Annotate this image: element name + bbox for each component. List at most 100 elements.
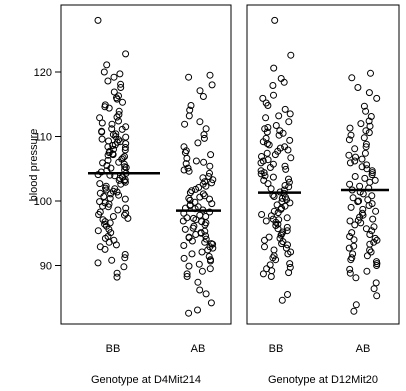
data-point [278,198,286,206]
panel-2: BB AB Genotype at D12Mit20 [246,4,400,386]
data-point [180,242,188,249]
data-point [188,250,196,258]
data-point [185,309,193,317]
data-point [352,153,359,161]
data-point [372,207,380,215]
data-point [121,211,128,219]
data-point [181,120,189,128]
data-point [98,127,106,135]
data-point [207,151,215,159]
data-point [283,227,291,235]
data-point [113,94,120,102]
data-point [105,104,113,112]
data-point [202,125,210,133]
data-point [113,113,121,121]
data-point [261,236,268,244]
data-point [106,194,114,202]
data-point [190,222,198,230]
data-point [194,306,201,314]
data-point [370,223,378,231]
data-point [108,256,116,264]
data-point [259,138,267,146]
data-point [274,220,282,228]
data-point [270,91,277,99]
data-point [109,150,117,158]
data-point [181,225,189,233]
data-point [196,87,204,95]
data-point [208,200,216,208]
data-point [199,190,207,198]
data-point [98,119,106,127]
data-point [284,146,292,154]
data-point [266,261,274,269]
data-point [117,80,125,88]
data-point [346,265,354,273]
data-point [363,267,371,275]
data-point [98,135,106,143]
data-point [346,217,354,225]
data-point [114,206,122,214]
data-point [181,149,189,157]
data-point [207,256,214,264]
data-point [263,128,271,136]
data-point [263,149,271,157]
data-point [113,273,121,281]
data-point [285,175,292,183]
data-point [199,93,207,100]
panel-1-x-tick-labels: BB AB [106,343,206,355]
data-point [348,229,356,237]
data-point [351,221,359,229]
data-point [121,163,129,171]
data-point [207,240,215,248]
data-point [363,252,371,260]
data-point [373,94,381,102]
data-point [198,267,206,275]
data-point [119,98,126,106]
data-point [206,208,214,216]
data-point [283,214,291,222]
y-axis-label: blood pressure [28,129,40,202]
data-point [259,157,267,165]
data-point [111,141,119,149]
data-point [367,69,374,77]
data-point [205,253,213,260]
data-point [350,307,358,315]
data-point [104,77,112,85]
data-point [185,167,193,175]
data-point [185,73,193,81]
data-point [201,238,209,246]
data-point [108,120,116,128]
data-point [192,216,200,224]
data-point [120,263,128,271]
data-point [180,254,188,262]
data-point [366,178,374,186]
data-point [121,178,129,186]
data-point [194,139,202,147]
data-point [278,204,285,212]
data-point [349,194,357,202]
data-point [185,194,193,202]
data-point [271,16,279,24]
data-point [94,259,102,267]
y-tick-label: 90 [40,261,52,273]
data-point [101,218,109,226]
data-point [109,142,117,149]
data-point [274,225,282,233]
data-point [107,190,115,198]
data-point [280,78,288,86]
data-point [347,203,355,211]
data-point [270,64,278,72]
data-point [121,254,129,262]
data-point [346,124,354,132]
data-point [286,199,294,207]
data-point [281,193,289,201]
data-point [198,248,206,256]
data-point [121,176,129,184]
data-point [117,84,125,91]
data-point [112,241,120,249]
data-point [368,192,376,200]
data-point [259,270,267,278]
y-axis-ticks: 90 100 110 120 [34,67,61,273]
data-point [352,301,360,309]
data-point [119,154,127,162]
